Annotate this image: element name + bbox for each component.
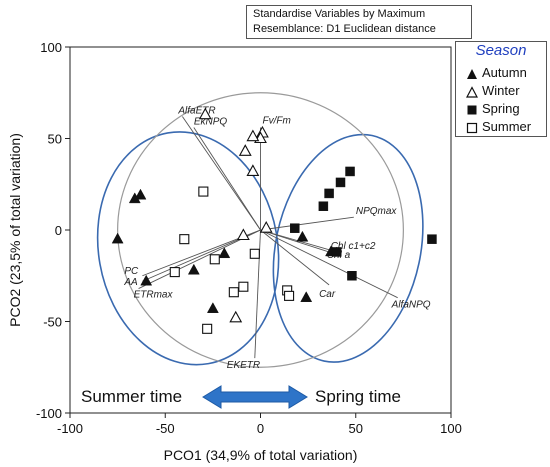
point-winter: [259, 221, 273, 233]
info-line-1: Standardise Variables by Maximum: [253, 8, 426, 20]
x-tick-label: 0: [257, 421, 264, 436]
x-axis-label: PCO1 (34,9% of total variation): [164, 447, 358, 463]
vector-circle-group: [117, 92, 404, 368]
point-autumn: [300, 291, 313, 302]
legend: Season Autumn Winter Spring Summer: [455, 41, 547, 137]
y-tick-label: 50: [48, 132, 62, 147]
point-spring: [290, 223, 300, 233]
point-winter: [238, 144, 252, 156]
point-winter: [236, 228, 250, 241]
y-tick-label: -100: [36, 406, 62, 421]
vector-label-npqmax: NPQmax: [356, 206, 398, 217]
vector-label-alfaetr: AlfaETR: [177, 106, 215, 117]
point-summer: [209, 254, 220, 265]
point-spring: [318, 201, 329, 211]
point-summer: [169, 267, 180, 278]
x-tick-label: -50: [156, 421, 175, 436]
filled-triangle-icon: [467, 69, 477, 79]
point-autumn: [296, 230, 309, 242]
y-tick-label: 100: [40, 40, 62, 55]
vector-label-etrmax: ETRmax: [134, 290, 174, 301]
point-autumn: [111, 232, 124, 244]
vector-car: [260, 229, 330, 286]
point-autumn: [134, 188, 147, 200]
y-axis-label: PCO2 (23,5% of total variation): [7, 133, 23, 327]
point-spring: [347, 271, 357, 281]
y-tick-label: -50: [43, 315, 62, 330]
point-summer: [202, 323, 213, 334]
group-ellipse-1: [96, 131, 280, 366]
info-line-2: Resemblance: D1 Euclidean distance: [253, 23, 436, 35]
point-summer: [198, 186, 209, 197]
point-summer: [249, 248, 260, 259]
point-winter: [198, 107, 212, 120]
point-autumn: [206, 302, 219, 313]
vector-label-eketr: EKETR: [227, 360, 260, 371]
point-winter: [229, 310, 243, 323]
axis-ticks: -100 -50 0 50 100 -100 -50 0 50 100: [36, 40, 462, 436]
point-autumn: [140, 274, 153, 286]
point-spring: [345, 166, 355, 177]
vector-label-pc: PC: [124, 266, 139, 277]
group-ellipses: [96, 131, 424, 366]
vector-label-eknpq: EkNPQ: [194, 117, 228, 128]
double-arrow-shape: [202, 385, 308, 409]
y-tick-label: 0: [55, 223, 62, 238]
vector-alfanpq: [260, 229, 398, 299]
point-spring: [324, 188, 334, 199]
open-square-icon: [466, 122, 478, 134]
vector-label-chl-c1-c2: Chl c1+c2: [331, 241, 376, 252]
legend-item-winter: Winter: [482, 83, 520, 98]
vector-alfaetr: [182, 116, 261, 231]
data-points: [111, 107, 437, 334]
open-triangle-icon: [466, 86, 478, 98]
info-box: Standardise Variables by Maximum Resembl…: [246, 5, 472, 39]
point-spring: [335, 177, 346, 188]
point-summer: [228, 287, 239, 298]
point-autumn: [187, 263, 200, 275]
group-ellipse-2: [272, 133, 424, 363]
x-tick-label: 50: [349, 421, 363, 436]
x-tick-label: -100: [57, 421, 83, 436]
vector-label-fv-fm: Fv/Fm: [263, 116, 291, 127]
vector-label-car: Car: [319, 289, 336, 300]
filled-square-icon: [467, 105, 477, 115]
x-tick-label: 100: [440, 421, 462, 436]
legend-item-spring: Spring: [482, 101, 520, 116]
legend-item-autumn: Autumn: [482, 65, 527, 80]
caption-spring-time: Spring time: [315, 387, 401, 406]
vector-chl-a: [260, 229, 335, 255]
vector-eknpq: [193, 127, 261, 231]
point-summer: [238, 281, 249, 292]
point-spring: [427, 234, 437, 244]
point-spring: [331, 247, 342, 257]
vector-npqmax: [260, 216, 354, 231]
vector-label-alfanpq: AlfaNPQ: [391, 300, 431, 311]
point-summer: [284, 290, 295, 301]
caption-summer-time: Summer time: [81, 387, 183, 406]
point-summer: [179, 234, 190, 245]
point-autumn: [128, 192, 141, 204]
point-autumn: [218, 247, 231, 259]
point-winter: [246, 129, 260, 142]
vector-circle: [117, 92, 404, 368]
legend-title: Season: [475, 42, 527, 59]
vector-label-aa: AA: [123, 277, 138, 288]
double-arrow-icon: [202, 385, 308, 409]
legend-item-summer: Summer: [482, 119, 532, 134]
point-winter: [246, 164, 260, 176]
